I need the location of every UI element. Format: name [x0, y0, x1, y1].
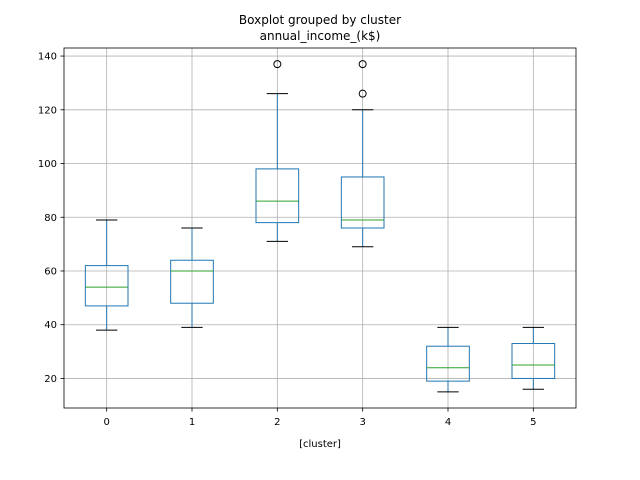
x-tick-label: 5 — [530, 417, 536, 428]
x-tick-label: 3 — [359, 417, 365, 428]
y-tick-label: 140 — [38, 52, 57, 63]
box-group-cluster-5 — [511, 326, 556, 390]
iqr-box — [340, 176, 385, 229]
chart-suptitle: Boxplot grouped by cluster — [239, 13, 401, 27]
box-group-cluster-3 — [340, 60, 385, 248]
x-tick-label: 1 — [189, 417, 195, 428]
box-group-cluster-4 — [426, 326, 470, 393]
x-axis-ticks: 0 1 2 3 4 5 — [103, 408, 537, 428]
x-tick-label: 2 — [274, 417, 280, 428]
x-axis-label: [cluster] — [299, 439, 341, 450]
iqr-box — [255, 168, 300, 224]
iqr-box — [511, 343, 556, 379]
y-tick-label: 80 — [44, 213, 57, 224]
y-tick-label: 20 — [44, 374, 57, 385]
outlier-point — [358, 60, 367, 69]
y-tick-label: 120 — [38, 105, 57, 116]
iqr-box — [170, 259, 214, 304]
y-tick-label: 100 — [38, 159, 57, 170]
y-axis-ticks: 20 40 60 80 100 120 140 — [38, 52, 64, 385]
plot-area-frame — [63, 47, 577, 409]
box-group-cluster-1 — [170, 227, 214, 328]
box-group-cluster-2 — [255, 60, 300, 242]
x-tick-label: 4 — [445, 417, 451, 428]
iqr-box — [426, 345, 470, 382]
outlier-point — [358, 89, 367, 98]
grid-lines — [64, 48, 576, 408]
y-tick-label: 60 — [44, 266, 57, 277]
box-layer — [84, 60, 556, 393]
iqr-box — [84, 265, 129, 307]
chart-title: annual_income_(k$) — [260, 29, 381, 43]
box-group-cluster-0 — [84, 219, 129, 331]
outlier-point — [273, 60, 282, 69]
y-tick-label: 40 — [44, 320, 57, 331]
x-tick-label: 0 — [103, 417, 109, 428]
